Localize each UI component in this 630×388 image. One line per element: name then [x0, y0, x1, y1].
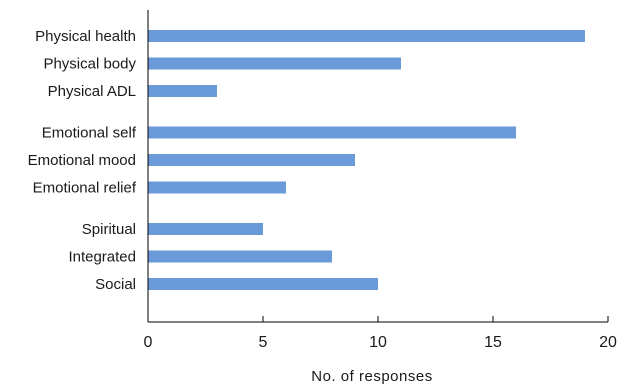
x-axis-ticks: 0 5 10 15 20: [144, 316, 617, 351]
bar-physical-body: [148, 57, 401, 70]
category-label-spiritual: Spiritual: [82, 221, 136, 238]
category-label-emotional-relief: Emotional relief: [33, 180, 137, 197]
category-label-emotional-self: Emotional self: [42, 125, 137, 142]
bar-integrated: [148, 250, 332, 263]
x-tick-label-15: 15: [484, 334, 502, 351]
bar-spiritual: [148, 223, 263, 235]
x-tick-label-10: 10: [369, 334, 387, 351]
x-axis-title: No. of responses: [311, 368, 432, 385]
x-tick-label-20: 20: [599, 334, 617, 351]
bar-physical-adl: [148, 85, 217, 97]
category-label-integrated: Integrated: [68, 249, 136, 266]
category-labels: Physical health Physical body Physical ADL…: [28, 28, 137, 293]
category-label-social: Social: [95, 276, 136, 293]
bar-emotional-relief: [148, 181, 286, 194]
category-label-physical-body: Physical body: [43, 56, 136, 73]
bar-emotional-self: [148, 126, 516, 139]
category-label-emotional-mood: Emotional mood: [28, 152, 136, 169]
x-tick-label-0: 0: [144, 334, 153, 351]
bar-physical-health: [148, 30, 585, 42]
x-tick-label-5: 5: [259, 334, 268, 351]
category-label-physical-health: Physical health: [35, 28, 136, 45]
bar-emotional-mood: [148, 154, 355, 166]
bar-social: [148, 278, 378, 290]
bars-group: [148, 30, 585, 290]
category-label-physical-adl: Physical ADL: [48, 83, 136, 100]
